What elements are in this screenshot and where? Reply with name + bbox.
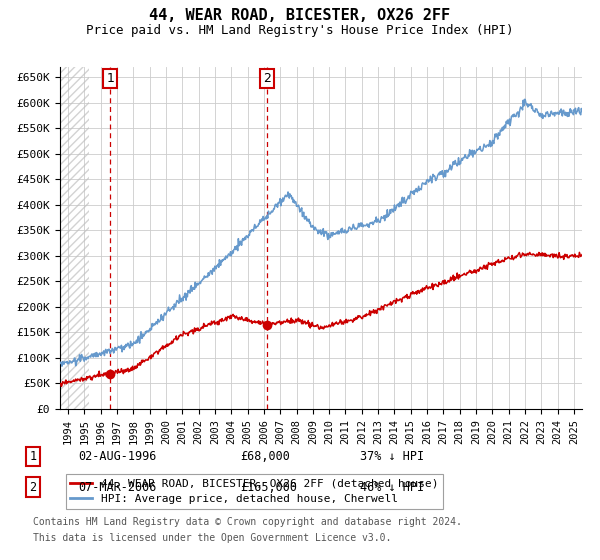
Text: Price paid vs. HM Land Registry's House Price Index (HPI): Price paid vs. HM Land Registry's House … — [86, 24, 514, 36]
Legend: 44, WEAR ROAD, BICESTER, OX26 2FF (detached house), HPI: Average price, detached: 44, WEAR ROAD, BICESTER, OX26 2FF (detac… — [65, 474, 443, 508]
Text: 37% ↓ HPI: 37% ↓ HPI — [360, 450, 424, 463]
Text: Contains HM Land Registry data © Crown copyright and database right 2024.: Contains HM Land Registry data © Crown c… — [33, 517, 462, 527]
Bar — [60, 67, 89, 409]
Text: 1: 1 — [29, 450, 37, 463]
Text: 07-MAR-2006: 07-MAR-2006 — [78, 480, 157, 494]
Text: 02-AUG-1996: 02-AUG-1996 — [78, 450, 157, 463]
Text: 44, WEAR ROAD, BICESTER, OX26 2FF: 44, WEAR ROAD, BICESTER, OX26 2FF — [149, 8, 451, 24]
Text: This data is licensed under the Open Government Licence v3.0.: This data is licensed under the Open Gov… — [33, 533, 391, 543]
Text: £165,000: £165,000 — [240, 480, 297, 494]
Text: 46% ↓ HPI: 46% ↓ HPI — [360, 480, 424, 494]
Text: 1: 1 — [106, 72, 114, 85]
Text: 2: 2 — [29, 480, 37, 494]
Text: 2: 2 — [263, 72, 271, 85]
Bar — [60, 67, 89, 409]
Text: £68,000: £68,000 — [240, 450, 290, 463]
